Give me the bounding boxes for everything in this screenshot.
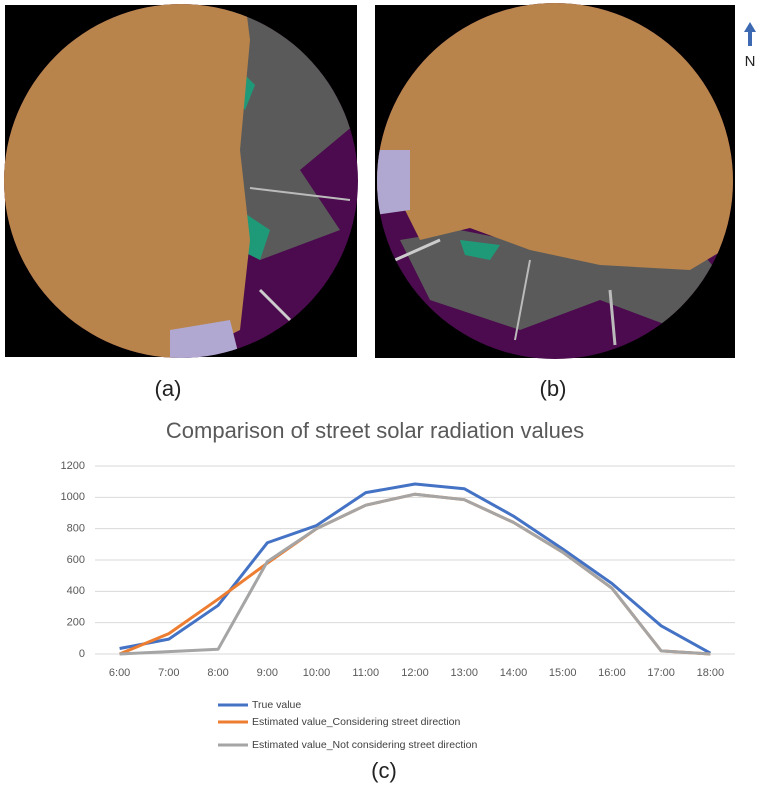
fisheye-image-b <box>375 3 735 359</box>
legend-label: Estimated value_Considering street direc… <box>252 716 461 728</box>
x-tick-label: 7:00 <box>158 667 179 679</box>
y-tick-label: 1200 <box>61 460 85 472</box>
x-tick-label: 6:00 <box>109 667 130 679</box>
y-tick-label: 200 <box>67 617 85 629</box>
x-tick-label: 12:00 <box>401 667 429 679</box>
x-tick-label: 9:00 <box>257 667 278 679</box>
y-tick-label: 1000 <box>61 491 85 503</box>
panel-label: (b) <box>540 376 567 401</box>
x-tick-label: 15:00 <box>549 667 577 679</box>
panel-label: (c) <box>371 758 397 783</box>
x-tick-label: 14:00 <box>500 667 528 679</box>
panel-label: (a) <box>155 376 182 401</box>
north-arrow <box>744 22 756 46</box>
legend-label: Estimated value_Not considering street d… <box>252 739 477 751</box>
x-tick-label: 16:00 <box>598 667 626 679</box>
chart-title: Comparison of street solar radiation val… <box>166 418 584 443</box>
x-tick-label: 10:00 <box>303 667 331 679</box>
north-label: N <box>745 53 756 70</box>
fisheye-image-a <box>4 4 358 358</box>
data-line <box>119 482 712 655</box>
y-tick-label: 600 <box>67 554 85 566</box>
legend-label: True value <box>252 699 301 711</box>
y-tick-label: 800 <box>67 523 85 535</box>
x-tick-label: 18:00 <box>697 667 725 679</box>
x-tick-label: 8:00 <box>207 667 228 679</box>
x-tick-label: 17:00 <box>647 667 675 679</box>
x-tick-label: 11:00 <box>352 667 379 679</box>
y-tick-label: 400 <box>67 585 85 597</box>
x-tick-label: 13:00 <box>450 667 478 679</box>
data-line <box>119 492 711 656</box>
data-line <box>119 492 711 656</box>
y-tick-label: 0 <box>79 648 85 660</box>
